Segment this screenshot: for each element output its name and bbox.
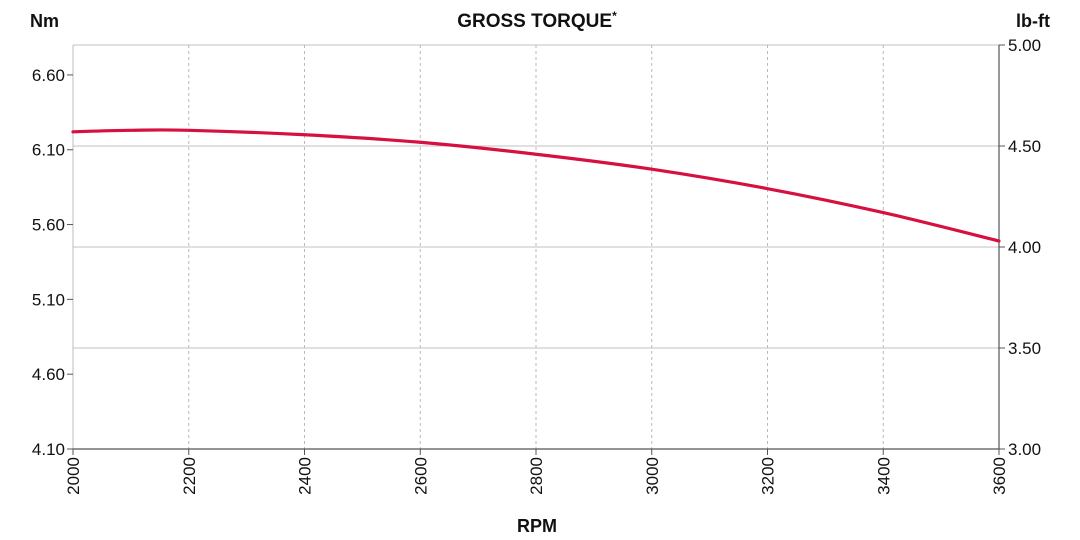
x-tick-3600: 3600	[990, 457, 1009, 495]
y-right-tick-3.50: 3.50	[1008, 339, 1041, 358]
right-axis-unit: lb-ft	[1016, 11, 1050, 31]
chart-title-marker: *	[612, 9, 617, 23]
tick-labels: 4.10 4.60 5.10 5.60 6.10 6.60 3.00 3.50 4.00 4.50…	[32, 36, 1041, 495]
y-left-tick-6.10: 6.10	[32, 141, 65, 160]
y-left-tick-5.10: 5.10	[32, 290, 65, 309]
chart-title: GROSS TORQUE*	[457, 9, 617, 32]
grid	[73, 44, 999, 450]
x-tick-3200: 3200	[759, 457, 778, 495]
x-tick-3000: 3000	[643, 457, 662, 495]
x-axis-title: RPM	[517, 516, 557, 536]
y-left-tick-4.10: 4.10	[32, 440, 65, 459]
y-right-tick-3.00: 3.00	[1008, 440, 1041, 459]
y-left-tick-4.60: 4.60	[32, 365, 65, 384]
y-left-tick-5.60: 5.60	[32, 216, 65, 235]
y-left-tick-6.60: 6.60	[32, 66, 65, 85]
x-tick-2600: 2600	[411, 457, 430, 495]
y-right-tick-5.00: 5.00	[1008, 36, 1041, 55]
y-right-tick-4.50: 4.50	[1008, 137, 1041, 156]
x-tick-3400: 3400	[874, 457, 893, 495]
x-tick-2800: 2800	[527, 457, 546, 495]
chart-title-text: GROSS TORQUE	[457, 11, 612, 32]
x-tick-2400: 2400	[296, 457, 315, 495]
torque-curve-0	[71, 128, 1001, 243]
series	[71, 128, 1001, 243]
left-axis-unit: Nm	[30, 11, 59, 31]
y-right-tick-4.00: 4.00	[1008, 238, 1041, 257]
x-tick-2200: 2200	[180, 457, 199, 495]
x-tick-2000: 2000	[64, 457, 83, 495]
